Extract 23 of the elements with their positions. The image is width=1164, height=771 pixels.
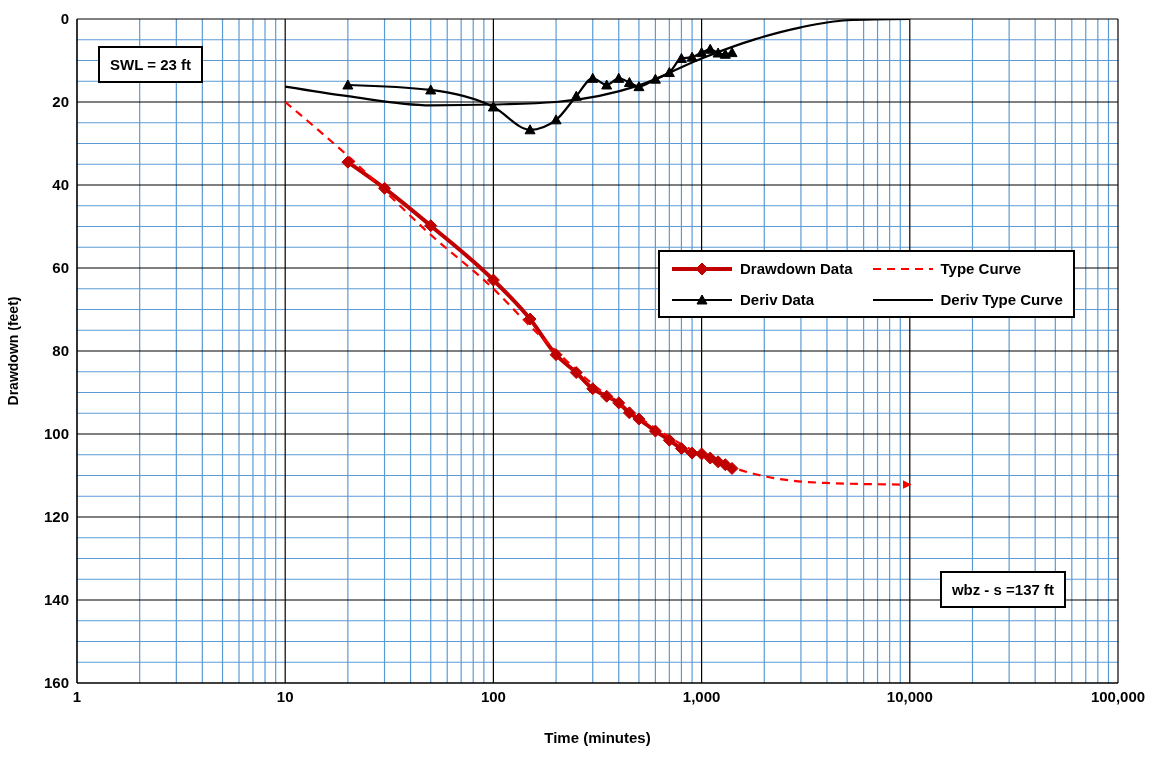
annotation: SWL = 23 ft <box>98 46 203 83</box>
y-tick-label: 40 <box>52 176 69 194</box>
x-tick-label: 100 <box>480 687 506 705</box>
x-axis-title: Time (minutes) <box>544 729 651 746</box>
y-axis-title: Drawdown (feet) <box>4 296 21 406</box>
x-tick-label: 100,000 <box>1090 687 1146 705</box>
y-tick-label: 0 <box>60 10 69 28</box>
x-tick-label: 10,000 <box>886 687 933 705</box>
legend-label: Deriv Data <box>740 291 815 308</box>
y-tick-label: 100 <box>43 425 69 443</box>
y-tick-label: 60 <box>52 259 69 277</box>
y-tick-label: 160 <box>43 674 69 692</box>
x-tick-label: 10 <box>276 687 294 705</box>
legend-label: Type Curve <box>940 260 1022 277</box>
annotation: wbz - s =137 ft <box>939 571 1066 608</box>
legend-label: Drawdown Data <box>740 260 853 277</box>
x-tick-label: 1 <box>72 687 82 705</box>
x-tick-label: 1,000 <box>682 687 721 705</box>
y-tick-label: 140 <box>43 591 69 609</box>
y-tick-label: 20 <box>52 93 69 111</box>
legend-label: Deriv Type Curve <box>940 291 1063 308</box>
y-tick-label: 120 <box>43 508 69 526</box>
y-tick-label: 80 <box>52 342 69 360</box>
